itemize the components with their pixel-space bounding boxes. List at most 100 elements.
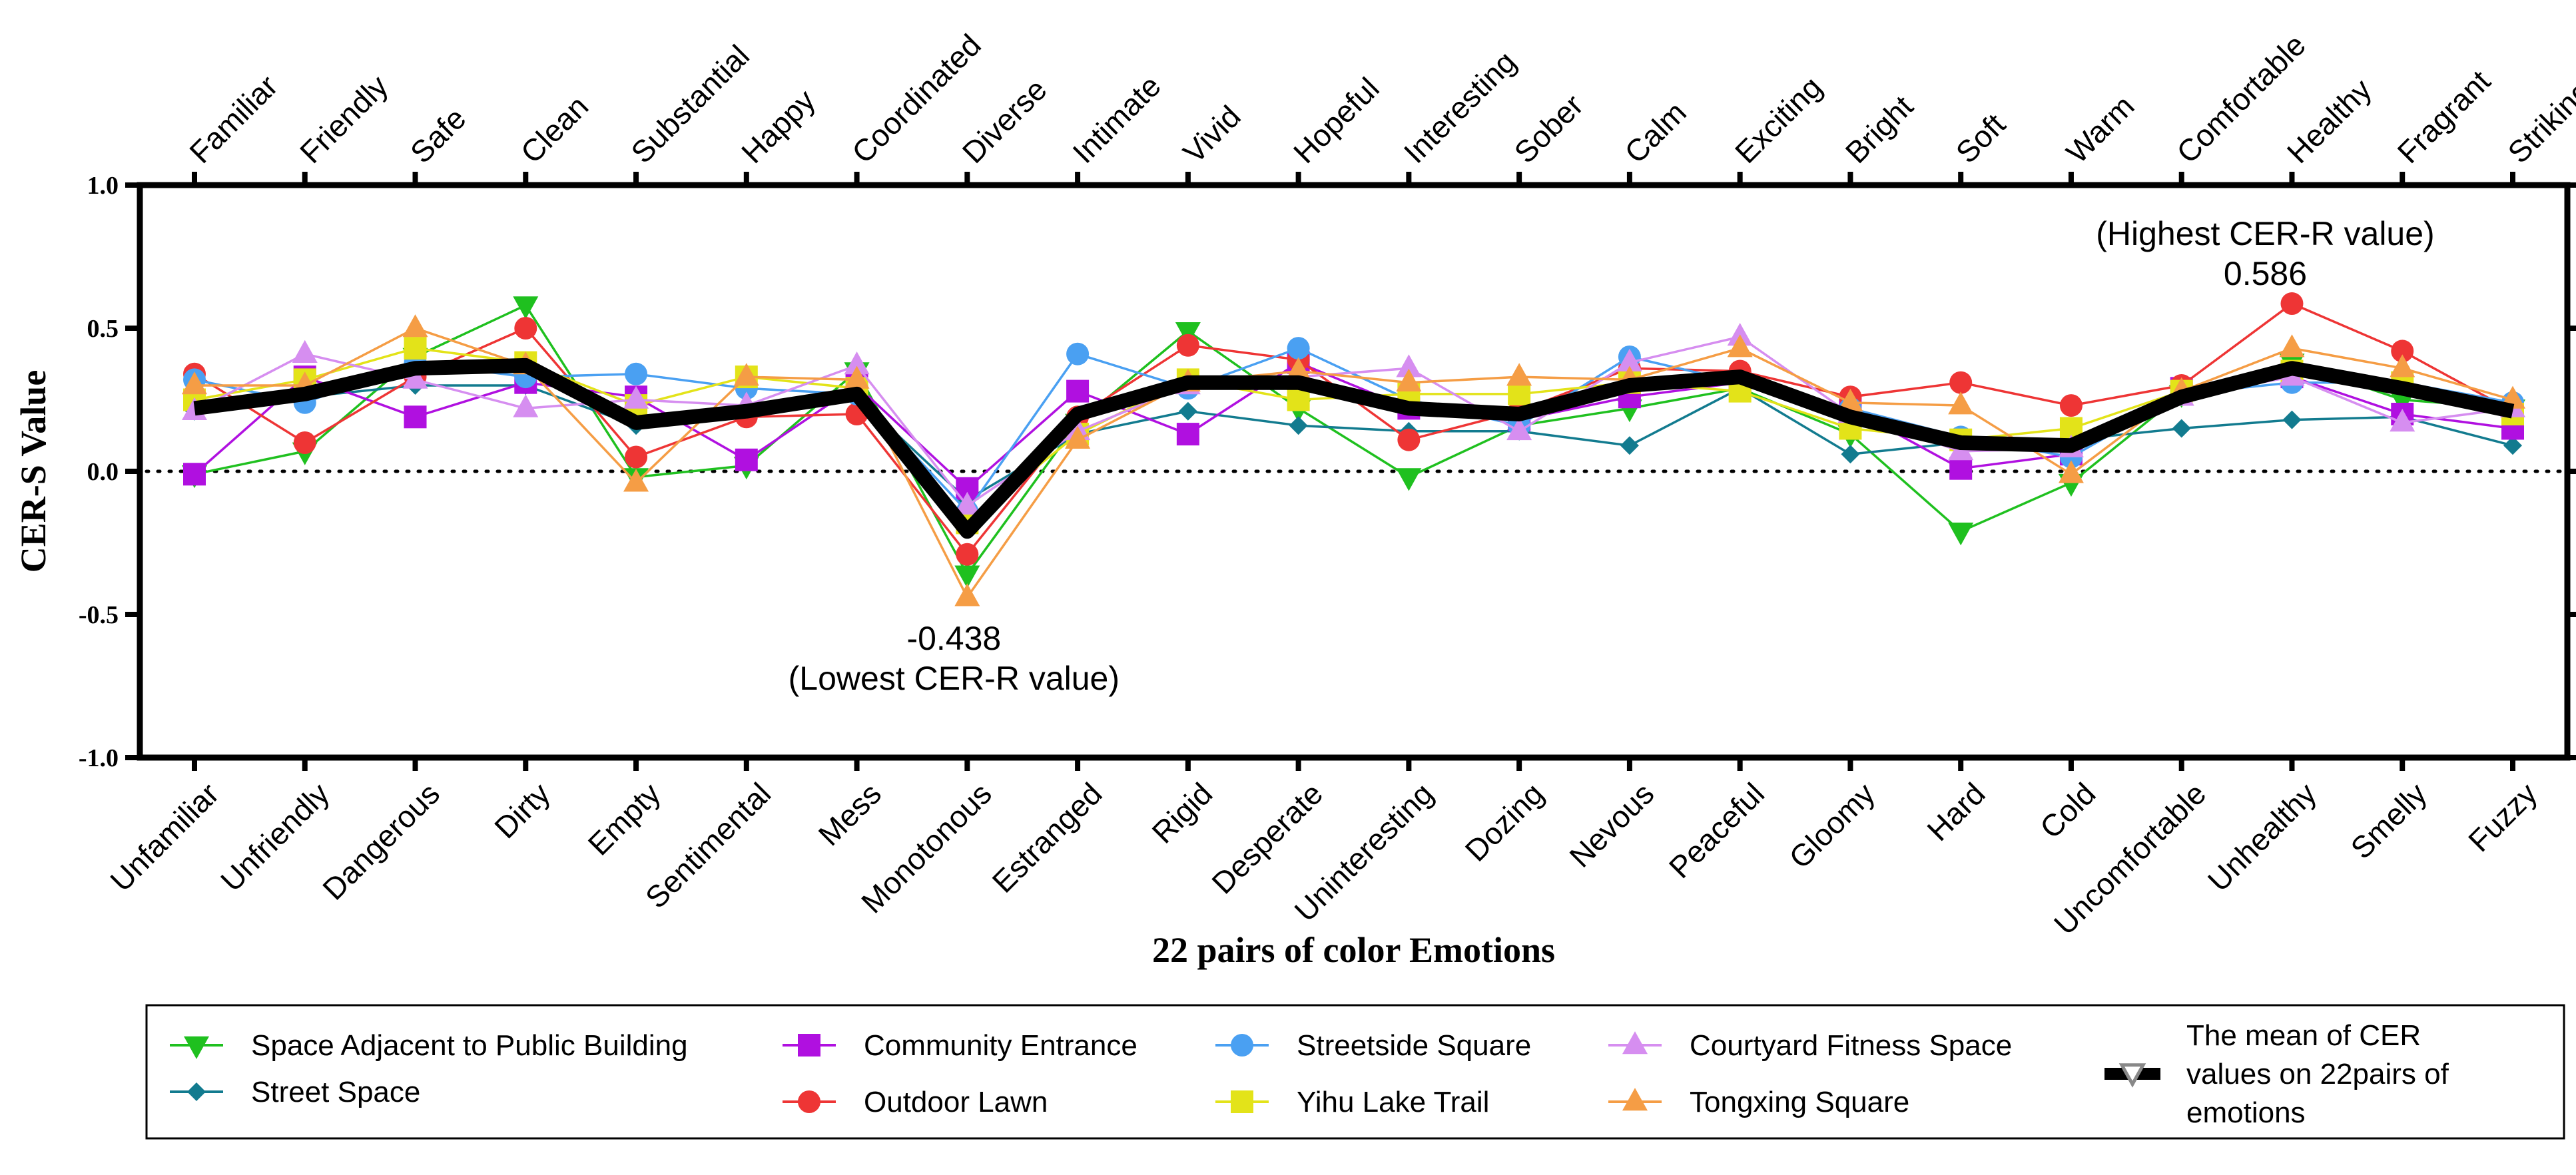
y-tick-label: -1.0 bbox=[79, 744, 119, 772]
data-point bbox=[513, 296, 539, 320]
x-tick-label-top: Friendly bbox=[293, 69, 394, 170]
x-tick-label-bottom-group: Smelly bbox=[2344, 776, 2433, 865]
data-point bbox=[1178, 401, 1197, 421]
data-point bbox=[404, 337, 427, 360]
x-tick-label-bottom-group: Hard bbox=[1920, 776, 1991, 847]
data-point bbox=[1616, 348, 1642, 371]
x-tick-label-bottom-group: Nevous bbox=[1562, 776, 1660, 874]
legend-label: Tongxing Square bbox=[1690, 1086, 1909, 1118]
x-tick-label-top: Soft bbox=[1949, 107, 2012, 170]
data-point bbox=[2390, 409, 2415, 432]
x-tick-label-bottom-group: Peaceful bbox=[1662, 776, 1771, 885]
legend-label: Street Space bbox=[251, 1076, 420, 1108]
x-tick-label-top-group: Fragrant bbox=[2391, 63, 2497, 170]
y-tick-label: 1.0 bbox=[87, 172, 119, 200]
data-point bbox=[954, 583, 980, 606]
x-tick-label-bottom-group: Dangerous bbox=[316, 776, 446, 907]
data-point bbox=[844, 365, 870, 389]
data-point bbox=[1620, 436, 1639, 455]
x-tick-label-bottom: Estranged bbox=[986, 776, 1109, 899]
x-tick-label-bottom: Mess bbox=[812, 776, 888, 852]
series-line bbox=[193, 357, 2515, 539]
x-tick-label-top-group: Vivid bbox=[1176, 99, 1247, 170]
y-tick-label: 0.5 bbox=[87, 315, 119, 343]
x-tick-label-bottom-group: Unfamiliar bbox=[103, 776, 225, 898]
x-tick-label-bottom-group: Cold bbox=[2033, 776, 2102, 845]
y-tick-label: -0.5 bbox=[79, 601, 119, 629]
x-tick-label-bottom: Gloomy bbox=[1782, 776, 1881, 875]
x-tick-label-top-group: Happy bbox=[735, 83, 822, 170]
x-tick-label-bottom: Nevous bbox=[1562, 776, 1660, 874]
x-tick-label-top-group: Intimate bbox=[1066, 69, 1167, 170]
legend-marker bbox=[1231, 1090, 1253, 1113]
legend-item: Outdoor Lawn bbox=[783, 1086, 1048, 1118]
legend-label: Yihu Lake Trail bbox=[1297, 1086, 1489, 1118]
data-point bbox=[1508, 382, 1531, 405]
data-point bbox=[1396, 368, 1422, 391]
legend-items: Space Adjacent to Public Building Street … bbox=[170, 1019, 2449, 1129]
x-tick-label-top-group: Substantial bbox=[624, 38, 756, 170]
data-point bbox=[514, 317, 537, 340]
x-tick-label-top: Interesting bbox=[1397, 44, 1523, 170]
x-tick-label-top: Warm bbox=[2059, 89, 2140, 170]
x-tick-label-bottom: Dangerous bbox=[316, 776, 446, 907]
x-tick-label-bottom: Empty bbox=[581, 776, 667, 862]
x-tick-label-bottom: Rigid bbox=[1145, 776, 1219, 850]
x-tick-label-top: Bright bbox=[1839, 89, 1920, 170]
y-axis: 1.0 0.5 0.0 -0.5 -1.0 bbox=[79, 172, 2576, 772]
data-point bbox=[1506, 363, 1532, 386]
x-tick-label-top: Diverse bbox=[956, 72, 1054, 170]
x-tick-label-bottom-group: Empty bbox=[581, 776, 667, 862]
data-point bbox=[182, 371, 207, 395]
x-tick-label-bottom-group: Dozing bbox=[1458, 776, 1550, 868]
data-point bbox=[1066, 342, 1090, 365]
x-tick-label-top-group: Sober bbox=[1507, 88, 1590, 170]
x-tick-label-top-group: Warm bbox=[2059, 89, 2140, 170]
data-point bbox=[625, 445, 648, 469]
legend-item: Streetside Square bbox=[1215, 1029, 1531, 1062]
legend: Space Adjacent to Public Building Street … bbox=[145, 1004, 2565, 1140]
plot-frame bbox=[137, 182, 2571, 761]
legend-item-mean: The mean of CER values on 22pairs of emoti… bbox=[2104, 1019, 2449, 1129]
x-tick-label-bottom-group: Unhealthy bbox=[2201, 776, 2323, 898]
data-point bbox=[293, 431, 316, 454]
series-the-mean-of-cer-values-on-22pairs-of-emotions bbox=[193, 357, 2515, 539]
data-point bbox=[1949, 371, 1973, 394]
legend-item: Tongxing Square bbox=[1608, 1086, 1909, 1118]
data-point bbox=[956, 543, 979, 566]
data-point bbox=[1949, 457, 1973, 480]
x-tick-label-top: Healthy bbox=[2280, 72, 2378, 170]
x-tick-label-bottom: Smelly bbox=[2344, 776, 2433, 865]
x-tick-label-bottom: Dirty bbox=[487, 776, 557, 845]
series-line bbox=[194, 336, 2513, 507]
data-point bbox=[402, 314, 428, 338]
x-tick-label-top: Calm bbox=[1618, 95, 1693, 170]
data-point bbox=[1727, 334, 1753, 357]
data-point bbox=[1841, 445, 1860, 464]
legend-item: Courtyard Fitness Space bbox=[1608, 1029, 2012, 1062]
data-point bbox=[954, 565, 980, 588]
x-tick-label-top: Fragrant bbox=[2391, 63, 2497, 170]
data-point bbox=[183, 463, 206, 486]
data-point bbox=[2282, 410, 2302, 429]
data-point bbox=[733, 363, 759, 386]
data-point bbox=[735, 448, 758, 471]
x-tick-label-top-group: Exciting bbox=[1728, 69, 1829, 170]
data-point bbox=[1396, 468, 1422, 491]
data-point bbox=[2059, 394, 2083, 417]
highest-value-annotation: 0.586 bbox=[2224, 255, 2307, 292]
x-tick-label-top-group: Diverse bbox=[956, 72, 1054, 170]
x-tick-label-top: Intimate bbox=[1066, 69, 1167, 170]
data-point bbox=[1948, 523, 1974, 546]
data-point bbox=[2279, 334, 2305, 357]
data-point bbox=[404, 405, 427, 429]
x-tick-label-bottom-group: Mess bbox=[812, 776, 888, 852]
x-tick-label-bottom-group: Gloomy bbox=[1782, 776, 1881, 875]
x-tick-label-top: Safe bbox=[404, 101, 473, 170]
legend-item: Space Adjacent to Public Building bbox=[170, 1029, 688, 1062]
data-point bbox=[292, 340, 318, 363]
highest-label-annotation: (Highest CER-R value) bbox=[2096, 215, 2434, 252]
x-axis-title: 22 pairs of color Emotions bbox=[1152, 930, 1555, 970]
